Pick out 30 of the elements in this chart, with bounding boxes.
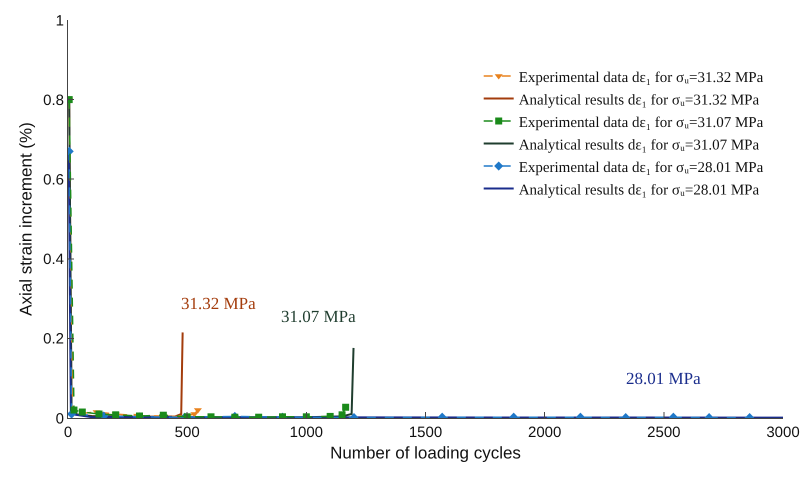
x-tick-label: 1500: [408, 424, 442, 441]
point: [95, 410, 102, 418]
legend-label: Experimental data dε₁ for σᵤ=31.32 MPa: [518, 70, 764, 86]
y-tick-label: 1: [56, 12, 64, 30]
annotation: 28.01 MPa: [626, 369, 702, 388]
point: [326, 412, 334, 418]
point: [338, 411, 346, 418]
legend-label: Experimental data dε₁ for σᵤ=31.07 MPa: [518, 114, 764, 131]
x-tick-label: 3000: [766, 424, 800, 441]
point: [78, 408, 86, 416]
x-axis-title: Number of loading cycles: [330, 443, 521, 462]
y-tick-label: 0: [56, 410, 64, 428]
annotation: 31.07 MPa: [281, 307, 356, 326]
point: [160, 412, 167, 418]
y-tick-label: 0.6: [43, 171, 64, 188]
y-tick-label: 0.2: [43, 330, 64, 348]
x-tick-label: 2000: [528, 424, 562, 441]
legend-label: Analytical results dε₁ for σᵤ=31.07 MPa: [518, 137, 760, 154]
legend-label: Experimental data dε₁ for σᵤ=28.01 MPa: [518, 160, 764, 176]
annotation: 31.32 MPa: [181, 294, 256, 313]
y-tick-label: 0.4: [43, 251, 64, 268]
legend-label: Analytical results dε₁ for σᵤ=31.32 MPa: [518, 92, 760, 108]
x-tick-label: 2500: [647, 424, 681, 441]
x-tick-label: 500: [174, 424, 200, 441]
x-tick-label: 1000: [290, 424, 324, 441]
y-axis-title: Axial strain increment (%): [16, 122, 36, 316]
y-tick-label: 0.8: [43, 92, 64, 109]
legend-label: Analytical results dε₁ for σᵤ=28.01 MPa: [518, 182, 760, 198]
point: [70, 406, 78, 414]
point: [342, 404, 350, 411]
